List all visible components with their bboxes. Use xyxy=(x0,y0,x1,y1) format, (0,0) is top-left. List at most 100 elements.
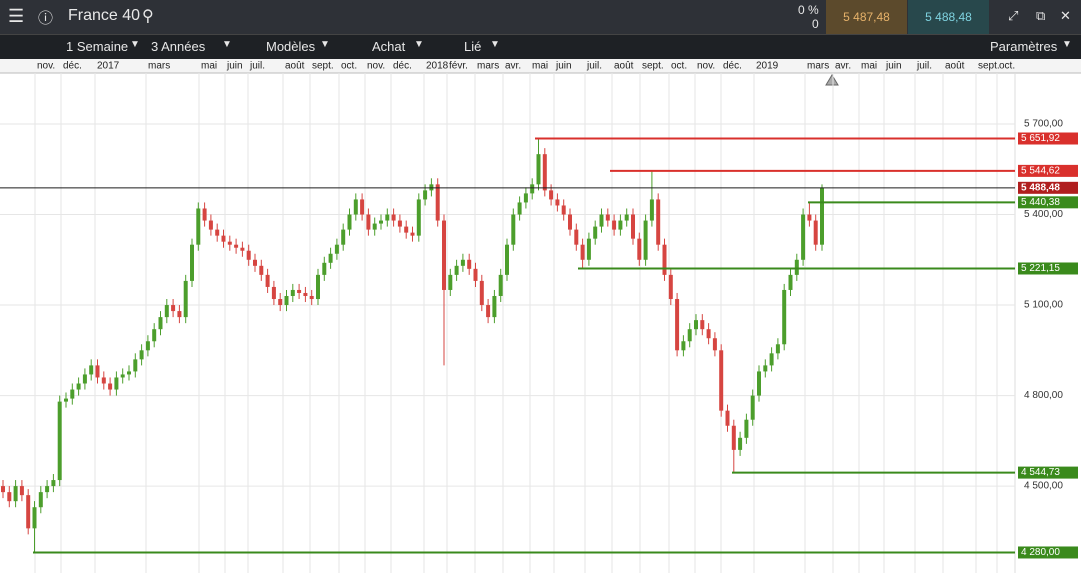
candle-body xyxy=(460,259,465,266)
candle-body xyxy=(45,486,50,493)
candle-body xyxy=(486,305,491,318)
x-tick-label: mars xyxy=(148,61,170,72)
candle-body xyxy=(731,425,736,450)
candle-body xyxy=(423,190,428,200)
change-abs: 0 xyxy=(812,17,819,31)
candle-body xyxy=(542,154,547,191)
dropdown[interactable]: ▼ xyxy=(130,39,140,50)
candle-body xyxy=(725,410,730,426)
candle-body xyxy=(612,220,617,230)
candle-body xyxy=(164,305,169,318)
menu-icon[interactable]: ☰ xyxy=(8,6,25,26)
expand-icon[interactable]: ⤢ xyxy=(1008,8,1019,23)
level-label: 5 221,15 xyxy=(1021,263,1060,274)
level-label-bg xyxy=(1018,181,1078,194)
candle-body xyxy=(624,214,629,221)
info-icon[interactable]: ⓘ xyxy=(38,10,54,27)
candle-body xyxy=(246,250,251,260)
candle-body xyxy=(101,377,106,384)
x-tick-label: mai xyxy=(861,61,877,72)
range[interactable]: 3 Années xyxy=(151,39,206,54)
x-tick-label: sept. xyxy=(642,61,664,72)
candle-body xyxy=(738,437,743,450)
candle-body xyxy=(807,214,812,221)
settings[interactable]: Paramètres xyxy=(990,39,1058,54)
x-tick-label: sept. xyxy=(978,61,1000,72)
x-tick-label: 2017 xyxy=(97,61,120,72)
x-tick-label: août xyxy=(614,61,634,72)
x-tick-label: 2018 xyxy=(426,61,449,72)
candle-body xyxy=(1,486,5,493)
candle-body xyxy=(284,295,289,306)
tool-bar: 1 Semaine ▼ 3 Années ▼ Modèles ▼ Achat ▼… xyxy=(0,34,1081,60)
search-icon[interactable]: ⚲ xyxy=(142,8,154,25)
candle-body xyxy=(19,486,24,496)
candle-body xyxy=(145,341,150,351)
candle-body xyxy=(95,365,100,378)
candle-body xyxy=(479,280,484,306)
candle-body xyxy=(38,492,43,508)
x-tick-label: juil. xyxy=(249,61,265,72)
candle-body xyxy=(416,199,421,236)
candle-body xyxy=(57,401,62,481)
dropdown[interactable]: ▼ xyxy=(414,39,424,50)
candle-body xyxy=(404,226,409,233)
level-label-bg xyxy=(1018,262,1078,275)
dropdown[interactable]: ▼ xyxy=(1062,39,1072,50)
candle-body xyxy=(290,289,295,296)
link[interactable]: Lié xyxy=(464,39,482,54)
candle-body xyxy=(631,214,635,239)
candle-body xyxy=(271,286,276,300)
candle-body xyxy=(769,353,774,366)
candle-body xyxy=(782,289,787,345)
close-icon[interactable]: ✕ xyxy=(1060,8,1071,23)
candle-body xyxy=(498,274,503,296)
x-tick-label: oct. xyxy=(999,61,1015,72)
dropdown[interactable]: ▼ xyxy=(222,39,232,50)
candle-body xyxy=(719,350,724,411)
level-label-bg xyxy=(1018,132,1078,145)
candle-body xyxy=(586,238,591,260)
grid xyxy=(0,73,1015,573)
x-tick-label: août xyxy=(285,61,305,72)
templates[interactable]: Modèles xyxy=(266,39,316,54)
candle-body xyxy=(347,214,352,230)
candle-body xyxy=(139,350,144,360)
candle-body xyxy=(397,220,402,227)
order[interactable]: Achat xyxy=(372,39,406,54)
popout-icon[interactable]: ⧉ xyxy=(1036,8,1046,23)
candle-body xyxy=(549,190,554,200)
y-tick-label: 5 400,00 xyxy=(1024,209,1063,220)
candle-body xyxy=(215,229,220,236)
instrument[interactable]: France 40 xyxy=(68,7,141,24)
candle-body xyxy=(177,311,182,318)
dropdown[interactable]: ▼ xyxy=(320,39,330,50)
candle-body xyxy=(511,214,516,245)
level-label: 5 488,48 xyxy=(1021,182,1060,193)
candle-body xyxy=(706,329,711,339)
top-bar: ☰ ⓘ France 40 ⚲ 0 % 0 5 487,48 5 488,48 … xyxy=(0,0,1081,34)
x-tick-label: oct. xyxy=(671,61,687,72)
level-label: 5 440,38 xyxy=(1021,197,1060,208)
candle-body xyxy=(448,274,453,290)
x-tick-label: juil. xyxy=(916,61,932,72)
x-tick-label: juil. xyxy=(586,61,602,72)
candle-body xyxy=(158,317,163,330)
candle-body xyxy=(605,214,610,221)
interval[interactable]: 1 Semaine xyxy=(66,39,129,54)
candle-body xyxy=(278,299,283,306)
candle-body xyxy=(788,274,793,290)
x-tick-label: oct. xyxy=(341,61,357,72)
buy-price[interactable]: 5 488,48 xyxy=(908,0,989,34)
dropdown[interactable]: ▼ xyxy=(490,39,500,50)
x-tick-label: mai xyxy=(201,61,217,72)
candle-body xyxy=(744,419,749,438)
candle-body xyxy=(681,341,686,351)
candle-body xyxy=(316,274,320,300)
candle-body xyxy=(196,208,201,245)
candle-body xyxy=(820,187,824,245)
candle-body xyxy=(637,238,642,260)
sell-price[interactable]: 5 487,48 xyxy=(826,0,907,34)
x-tick-label: sept. xyxy=(312,61,334,72)
